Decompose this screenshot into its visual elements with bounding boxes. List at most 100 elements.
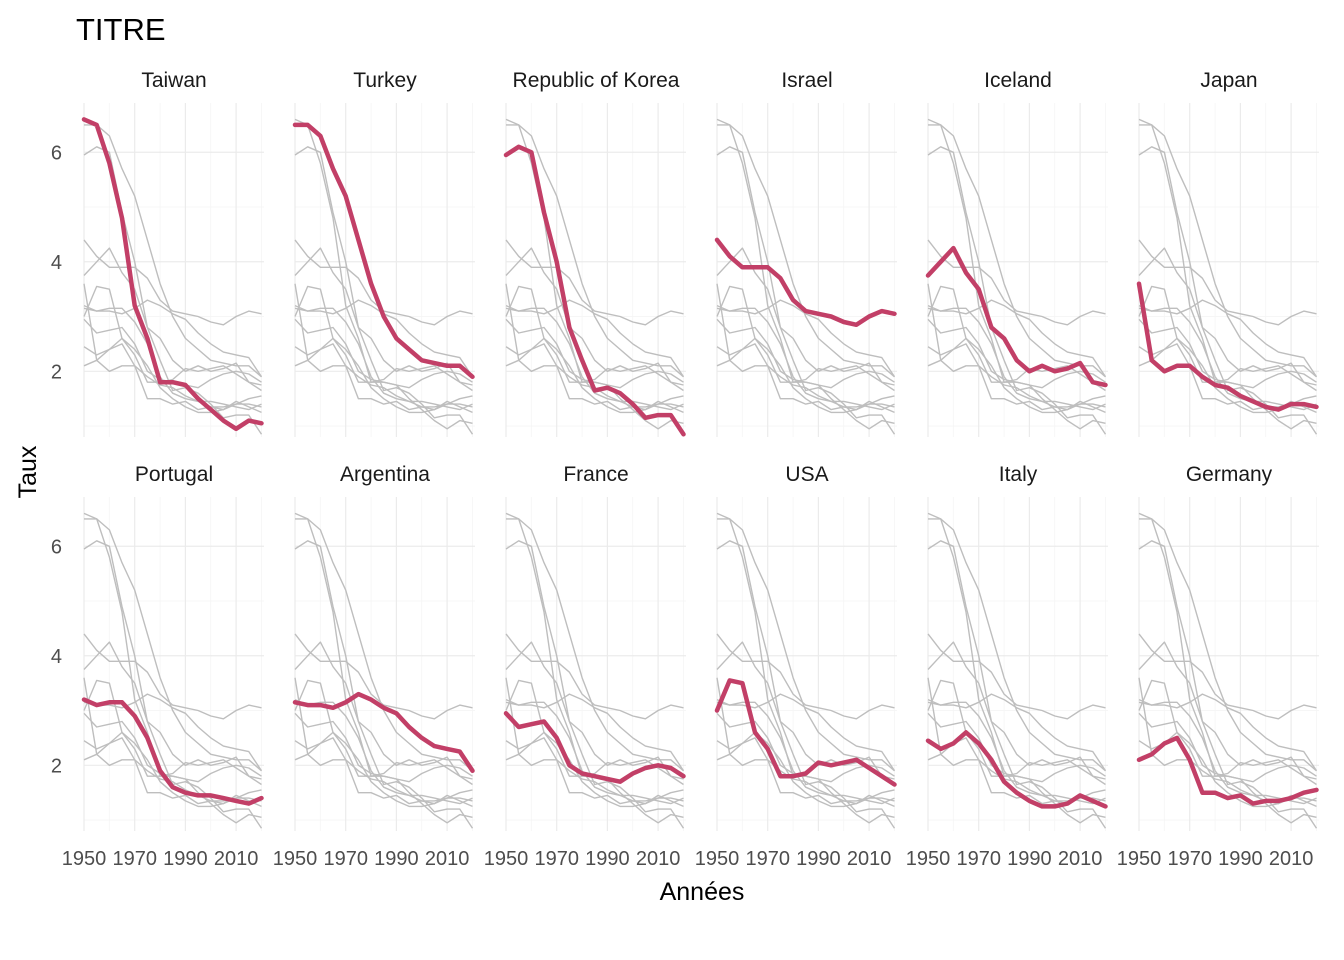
background-series-line (1138, 239, 1317, 326)
highlight-series-line (292, 691, 475, 774)
background-series-line (927, 146, 1107, 435)
grid (83, 497, 264, 831)
background-series-line (83, 641, 262, 780)
x-tick-label: 1990 (1007, 848, 1052, 870)
background-series-line (1138, 641, 1317, 780)
background-series-line (83, 285, 262, 392)
background-series-line (1138, 247, 1317, 386)
grid (1138, 103, 1319, 437)
background-series-line (83, 146, 263, 435)
highlight-series-line (81, 697, 264, 806)
background-series-line (716, 698, 895, 805)
background-series-line (83, 247, 262, 386)
background-series-line (1138, 318, 1317, 389)
y-axis-label: Taux (14, 445, 42, 498)
background-series-line (294, 698, 473, 805)
x-tick-label: 1970 (745, 848, 790, 870)
background-series-line (505, 641, 684, 780)
background-series-line (294, 731, 473, 808)
highlight-series-line (1136, 281, 1319, 412)
background-series-line (1138, 299, 1318, 378)
background-series-line (505, 343, 684, 411)
grid (294, 103, 475, 437)
background-series-line (927, 712, 1106, 783)
background-series-line (1138, 633, 1317, 720)
background-series-line (505, 737, 684, 805)
background-series-line (505, 299, 685, 378)
background-series-line (927, 239, 1106, 326)
background-series-line (505, 304, 684, 411)
facet-strip-label: Portugal (135, 463, 213, 486)
background-series-line (927, 318, 1106, 389)
background-series-line (1138, 698, 1317, 805)
background-series-line (716, 540, 896, 829)
background-series-line (1138, 304, 1317, 411)
background-series-line (1138, 693, 1318, 772)
grid (927, 103, 1108, 437)
background-series-line (294, 712, 473, 783)
x-tick-label: 1990 (585, 848, 630, 870)
grid (1138, 497, 1319, 831)
background-series-line (83, 679, 262, 786)
x-tick-label: 1990 (796, 848, 841, 870)
background-series-line (716, 337, 895, 414)
background-series-line (716, 633, 895, 720)
background-series-line (927, 693, 1107, 772)
x-axis-label: Années (660, 878, 745, 906)
facet-panel-italy: Italy 1950 1970 1990 2010 (906, 463, 1108, 870)
highlight-series-line (714, 678, 897, 787)
facet-panel-germany: Germany 1950 1970 1990 2010 (1117, 463, 1319, 870)
background-series-line (1138, 679, 1317, 786)
background-series-line (83, 299, 263, 378)
background-series-line (505, 540, 685, 829)
background-series-line (716, 737, 895, 805)
x-tick-label: 1970 (534, 848, 579, 870)
facet-strip-label: Republic of Korea (513, 69, 680, 92)
background-series-line (927, 633, 1106, 720)
background-series-line (716, 285, 895, 392)
background-series-line (83, 304, 262, 411)
background-series-line (294, 285, 473, 392)
background-series-line (716, 318, 895, 389)
background-series-line (927, 285, 1106, 392)
highlight-series-line (925, 245, 1108, 388)
background-series-line (716, 146, 896, 435)
background-series-line (505, 698, 684, 805)
x-tick-label: 1970 (112, 848, 157, 870)
x-tick-label: 1950 (273, 848, 318, 870)
facet-strip-label: Israel (781, 69, 832, 92)
background-series-line (716, 247, 895, 386)
background-series-line (1138, 146, 1318, 435)
x-tick-label: 1950 (695, 848, 740, 870)
facet-strip-label: USA (785, 463, 828, 486)
background-series-line (927, 337, 1106, 414)
highlight-series-line (925, 730, 1108, 809)
x-tick-label: 1990 (163, 848, 208, 870)
grid (294, 497, 475, 831)
grid (505, 497, 686, 831)
background-series-line (294, 304, 473, 411)
x-tick-label: 1990 (1218, 848, 1263, 870)
y-tick-label: 6 (51, 142, 62, 164)
grid (83, 103, 264, 437)
facet-panel-iceland: Iceland (925, 69, 1108, 437)
highlight-series-line (503, 711, 686, 784)
background-series-line (83, 239, 262, 326)
y-tick-label: 6 (51, 536, 62, 558)
facet-strip-label: Iceland (984, 69, 1052, 92)
y-tick-label: 2 (51, 755, 62, 777)
background-series-line (927, 641, 1106, 780)
facet-panel-france: France 1950 1970 1990 2010 (484, 463, 686, 870)
facet-panel-turkey: Turkey (292, 69, 475, 437)
x-tick-label: 1970 (323, 848, 368, 870)
background-series-line (83, 633, 262, 720)
background-series-line (505, 693, 685, 772)
grid (716, 103, 897, 437)
x-tick-label: 1970 (1167, 848, 1212, 870)
background-series-line (927, 698, 1106, 805)
background-series-line (1138, 343, 1317, 411)
highlight-series-line (1136, 735, 1319, 806)
background-series-line (927, 540, 1107, 829)
facet-panel-israel: Israel (714, 69, 897, 437)
chart-title: TITRE (76, 12, 166, 47)
